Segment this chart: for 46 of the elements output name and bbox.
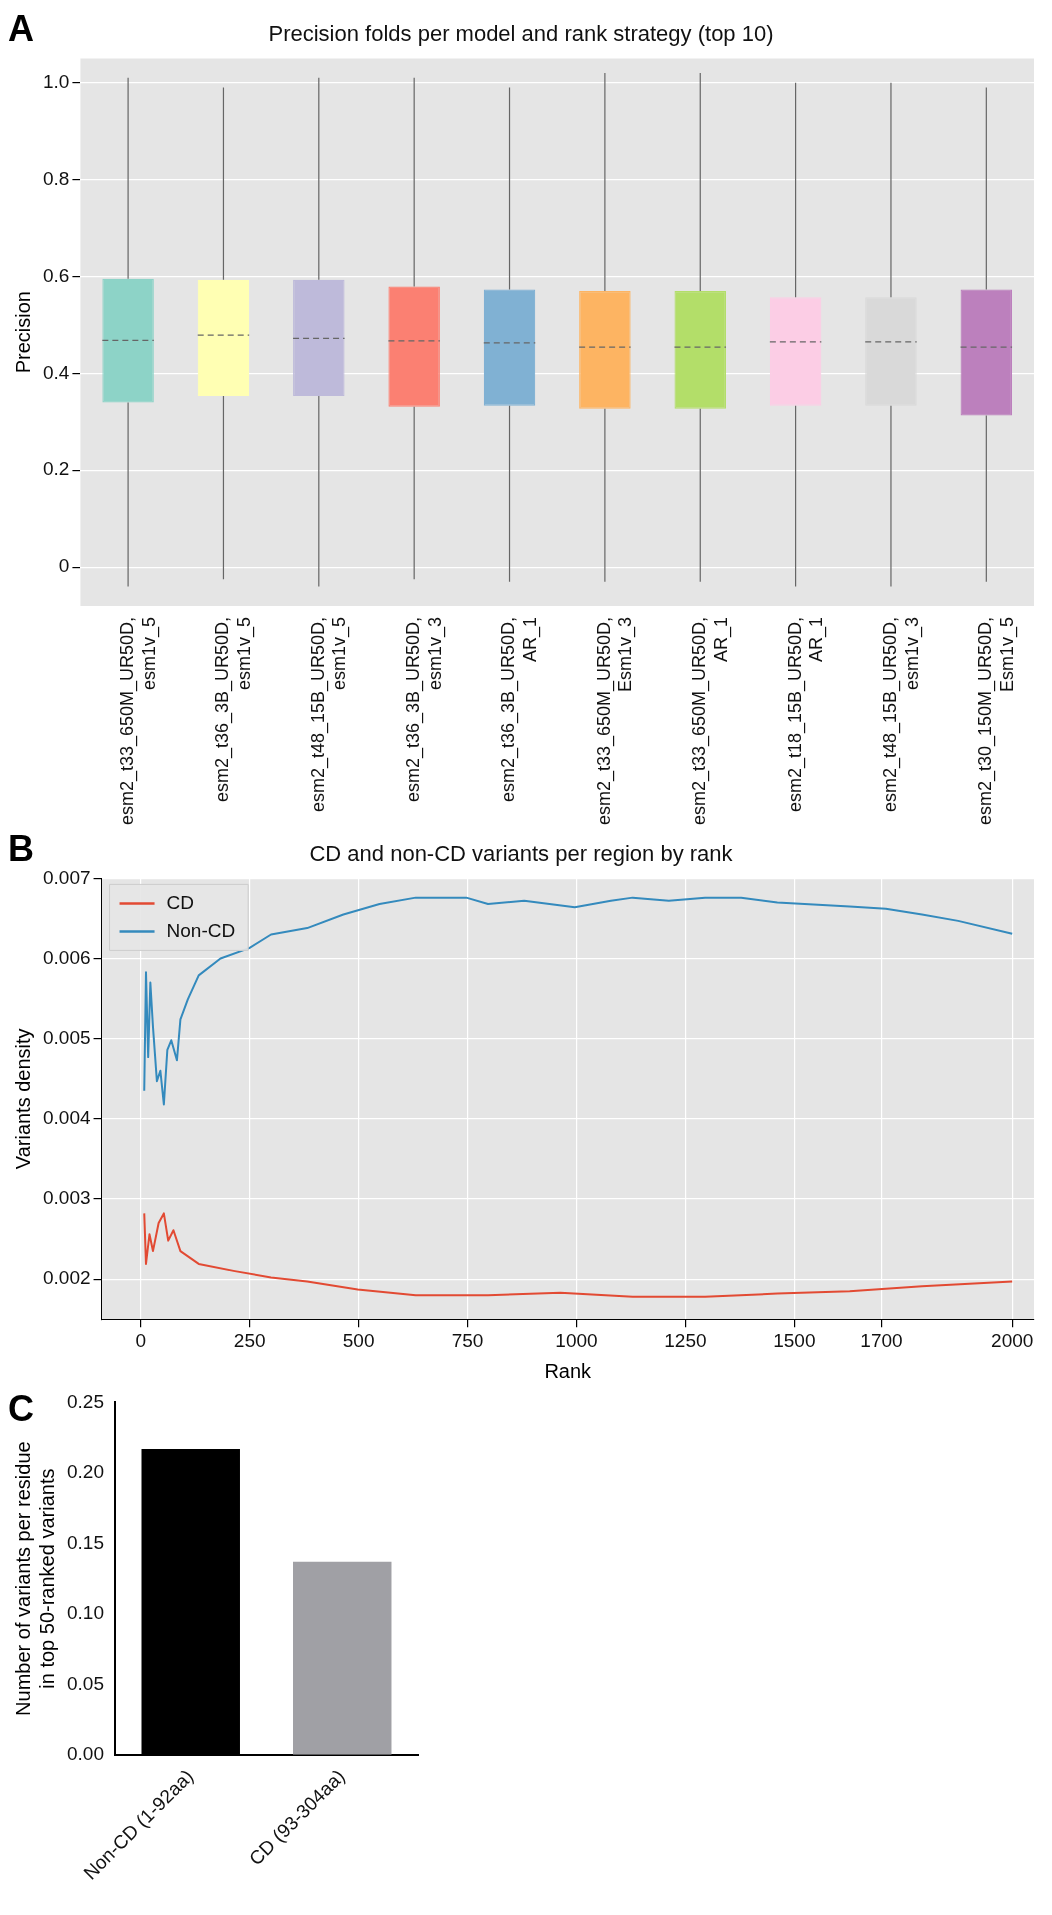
x-tick-label: 500: [342, 1329, 375, 1351]
y-tick-label: 0.003: [43, 1187, 91, 1209]
x-tick-label: esm2_t36_3B_UR50D, esm1v_5: [212, 616, 256, 802]
y-tick-label: 0.2: [42, 458, 70, 480]
x-tick-label: esm2_t33_650M_UR50D, esm1v_5: [117, 616, 160, 826]
text: C: [8, 1388, 34, 1430]
x-tick-label: esm2_t18_15B_UR50D, AR_1: [784, 616, 828, 813]
y-tick-label: 0.6: [42, 264, 70, 286]
y-axis-title: Number of variants per residue in top 50-ranked variants: [11, 1441, 58, 1716]
chart-title: Precision folds per model and rank strategy (top 10): [268, 21, 774, 47]
x-tick-label: 1250: [664, 1329, 707, 1351]
y-tick-label: 0.005: [43, 1026, 91, 1048]
y-tick-label: 0.006: [43, 946, 91, 968]
x-tick-label: esm2_t36_3B_UR50D, AR_1: [498, 616, 542, 802]
x-tick-label: 750: [451, 1329, 484, 1351]
x-tick-label: 0: [135, 1329, 147, 1351]
x-tick-label: 2000: [991, 1329, 1034, 1351]
y-tick-label: 1.0: [42, 70, 70, 92]
y-tick-label: 0.002: [43, 1267, 91, 1289]
text: A: [8, 8, 34, 50]
y-tick-label: 0.007: [43, 866, 91, 888]
legend-label: CD: [166, 891, 194, 913]
legend-label: Non-CD: [166, 919, 236, 941]
x-tick-label: 250: [233, 1329, 266, 1351]
x-tick-label: esm2_t33_650M_UR50D, AR_1: [689, 616, 732, 826]
x-tick-label: 1500: [773, 1329, 816, 1351]
x-tick-label: esm2_t36_3B_UR50D, esm1v_3: [403, 616, 446, 802]
x-tick-label: 1700: [860, 1329, 903, 1351]
x-axis-title: Rank: [544, 1359, 593, 1382]
x-tick-label: esm2_t33_650M_UR50D, Esm1v_3: [593, 616, 637, 826]
y-tick-label: 0.8: [42, 167, 70, 189]
y-axis-title: Variants density: [11, 1028, 34, 1170]
y-tick-label: 0.20: [67, 1461, 104, 1483]
text: B: [8, 828, 34, 870]
y-tick-label: 0.10: [67, 1602, 104, 1624]
y-tick-label: 0.004: [43, 1107, 91, 1129]
y-tick-label: 0.15: [67, 1531, 104, 1553]
y-axis-title: Precision: [11, 291, 34, 374]
x-tick-label: 1000: [555, 1329, 598, 1351]
chart-title: CD and non-CD variants per region by rank: [309, 841, 734, 867]
y-tick-label: 0.25: [67, 1390, 104, 1412]
y-tick-label: 0: [58, 555, 70, 577]
y-tick-label: 0.4: [42, 361, 70, 383]
y-tick-label: 0.05: [67, 1672, 104, 1694]
x-tick-label: esm2_t48_15B_UR50D, esm1v_3: [879, 616, 923, 813]
y-tick-label: 0.00: [67, 1743, 104, 1765]
